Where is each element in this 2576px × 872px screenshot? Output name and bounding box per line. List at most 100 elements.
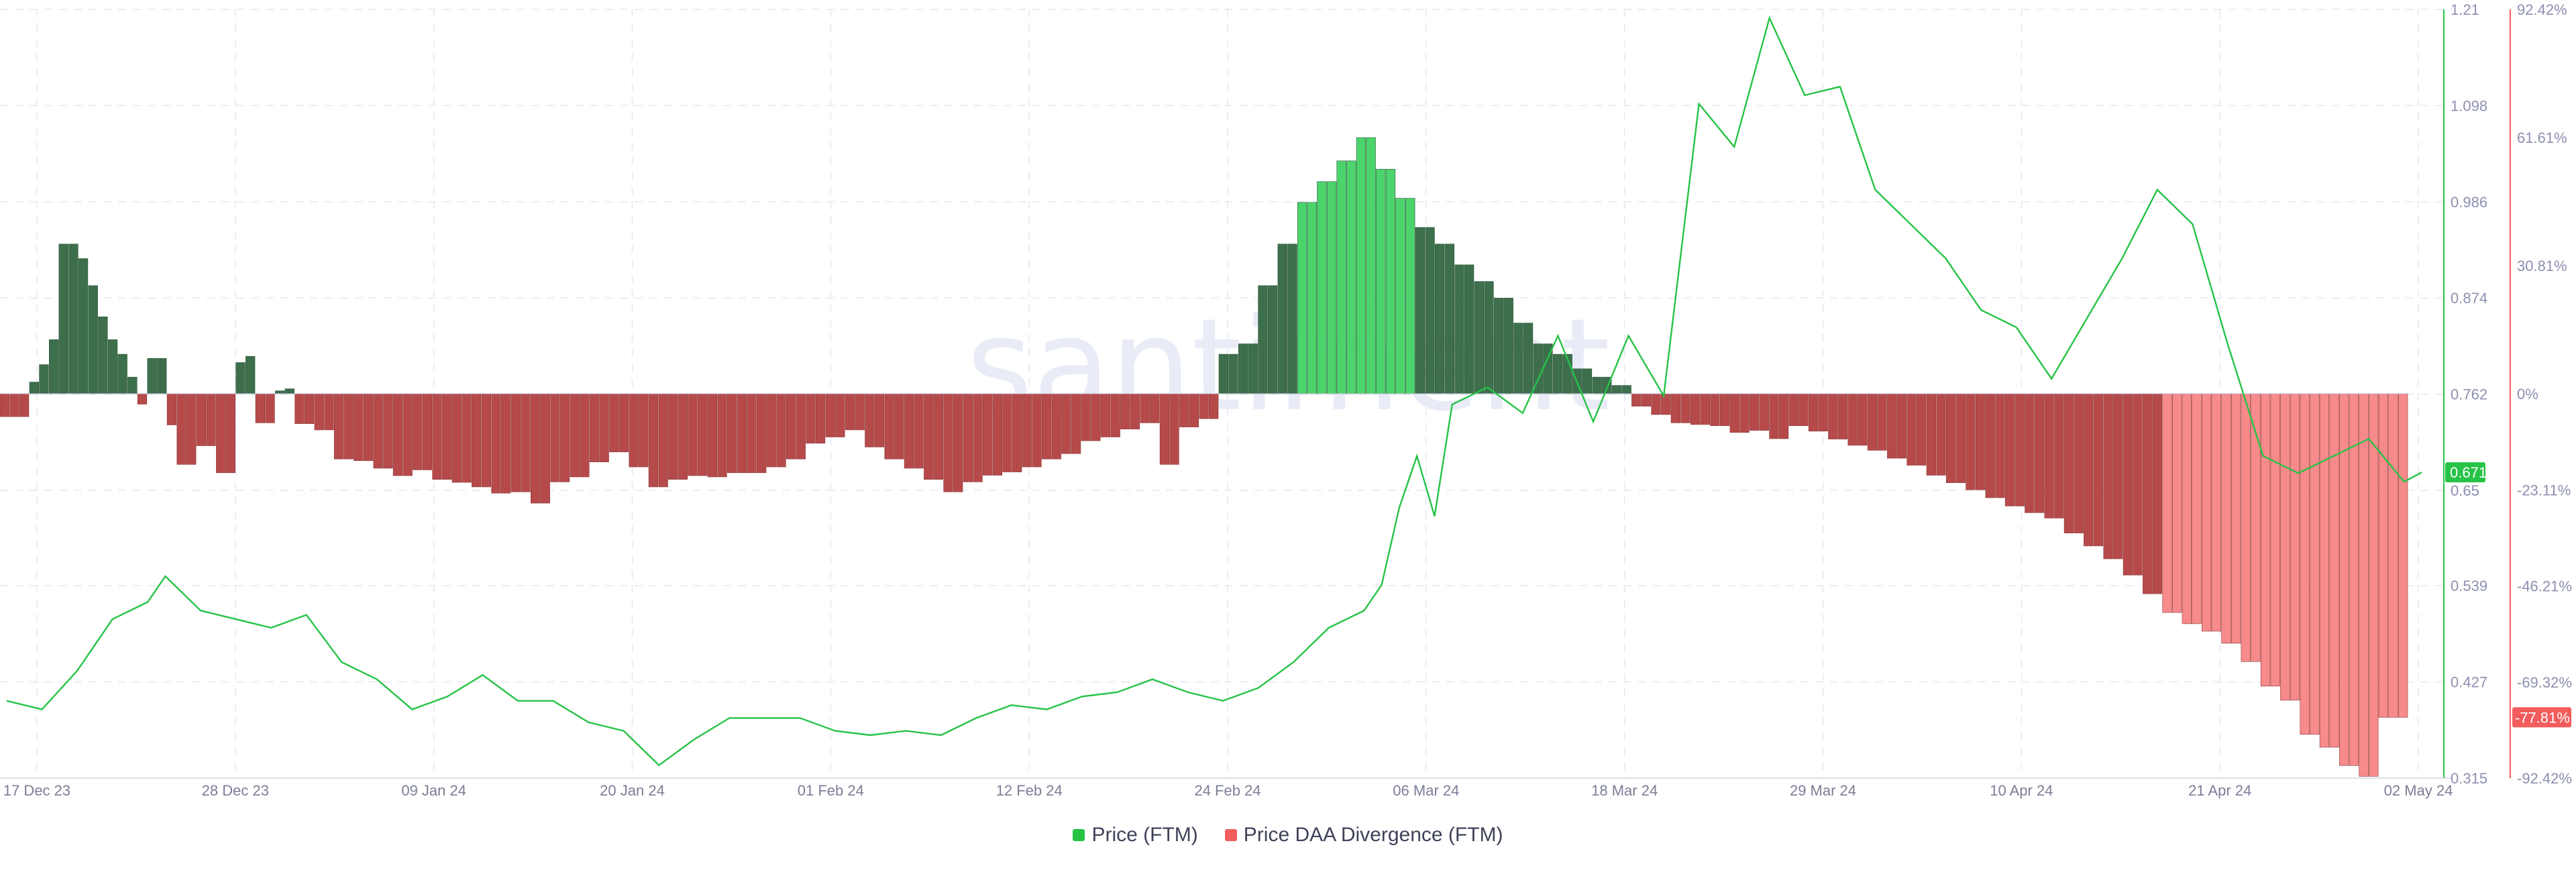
divergence-bar	[1749, 393, 1760, 431]
divergence-bar	[1307, 202, 1317, 394]
divergence-bar	[2074, 393, 2084, 533]
price-tick-label: 0.986	[2451, 194, 2487, 211]
divergence-badge-label: -77.81%	[2515, 709, 2570, 726]
divergence-bar	[413, 393, 423, 470]
divergence-bar	[963, 393, 973, 482]
divergence-bar	[471, 393, 482, 488]
divergence-bar	[2025, 393, 2035, 513]
divergence-bar	[688, 393, 698, 476]
divergence-bar	[2054, 393, 2064, 519]
date-tick-label: 17 Dec 23	[3, 782, 70, 799]
divergence-chart: .santiment 1.211.0980.9860.8740.7620.650…	[0, 1, 2572, 799]
divergence-bar	[629, 393, 639, 468]
divergence-bar	[1710, 393, 1720, 427]
divergence-bar	[2034, 393, 2045, 513]
divergence-bar	[776, 393, 786, 468]
divergence-bar	[521, 393, 531, 492]
divergence-bar	[1729, 393, 1739, 433]
divergence-bar	[2300, 393, 2310, 735]
divergence-bar	[2290, 393, 2300, 701]
divergence-bar	[49, 339, 59, 394]
divergence-bar	[835, 393, 845, 437]
divergence-bar	[2241, 393, 2251, 662]
divergence-bar	[1258, 285, 1268, 394]
divergence-tick-label: -23.11%	[2517, 482, 2571, 498]
divergence-bar	[1670, 393, 1680, 423]
divergence-bar	[1425, 227, 1435, 394]
legend-item-divergence[interactable]: Price DAA Divergence (FTM)	[1224, 824, 1503, 847]
divergence-bar	[235, 362, 246, 394]
divergence-bar	[1248, 343, 1258, 394]
divergence-bar	[2044, 393, 2054, 519]
divergence-bar	[1376, 168, 1386, 394]
divergence-bar	[1739, 393, 1750, 433]
divergence-bar	[1611, 385, 1622, 394]
price-tick-label: 0.539	[2451, 578, 2487, 594]
divergence-axis-labels: 92.42% 61.61% 30.81% 0% -23.11% -46.21% -69.32…	[2517, 1, 2572, 787]
divergence-bar	[1415, 227, 1425, 394]
divergence-bar	[1828, 393, 1838, 439]
divergence-bar	[255, 393, 265, 423]
divergence-bar	[757, 393, 767, 474]
divergence-bar	[1808, 393, 1819, 432]
divergence-bar	[727, 393, 737, 474]
divergence-bar	[1218, 353, 1228, 394]
divergence-bar	[570, 393, 580, 478]
divergence-bar	[1435, 243, 1445, 394]
date-tick-label: 29 Mar 24	[1790, 782, 1856, 799]
divergence-bar	[1169, 393, 1179, 465]
divergence-tick-label: 0%	[2517, 386, 2538, 402]
divergence-bar	[1032, 393, 1042, 468]
price-tick-label: 0.762	[2451, 386, 2487, 403]
divergence-bar	[1189, 393, 1199, 427]
divergence-bar	[1336, 160, 1346, 394]
divergence-bar	[127, 376, 138, 394]
divergence-bar	[324, 393, 334, 431]
divergence-bar	[245, 356, 256, 394]
legend-item-price[interactable]: Price (FTM)	[1073, 824, 1198, 847]
divergence-bar	[1297, 202, 1307, 394]
divergence-bar	[786, 393, 796, 459]
divergence-bars	[0, 137, 2408, 777]
divergence-bar	[2398, 393, 2408, 718]
divergence-bar	[580, 393, 590, 478]
price-tick-label: 1.098	[2451, 97, 2487, 114]
divergence-bar	[1140, 393, 1150, 423]
date-tick-label: 20 Jan 24	[600, 782, 665, 799]
divergence-tick-label: -92.42%	[2517, 770, 2572, 787]
divergence-bar	[354, 393, 364, 461]
date-axis-labels: 17 Dec 23 28 Dec 23 09 Jan 24 20 Jan 24 01 F…	[3, 782, 2453, 799]
divergence-bar	[314, 393, 324, 431]
divergence-bar	[333, 393, 344, 459]
divergence-bar	[2378, 393, 2388, 718]
date-tick-label: 21 Apr 24	[2188, 782, 2251, 799]
divergence-bar	[392, 393, 403, 476]
divergence-bar	[39, 364, 49, 394]
divergence-bar	[943, 393, 953, 492]
divergence-bar	[766, 393, 776, 468]
divergence-bar	[462, 393, 472, 483]
divergence-bar	[1267, 285, 1278, 394]
divergence-bar	[9, 393, 19, 417]
divergence-bar	[1444, 243, 1454, 394]
divergence-bar	[1474, 281, 1484, 394]
divergence-bar	[1858, 393, 1868, 446]
divergence-bar	[540, 393, 550, 504]
divergence-bar	[1661, 393, 1671, 415]
divergence-bar	[1837, 393, 1848, 439]
divergence-bar	[68, 243, 78, 394]
date-tick-label: 18 Mar 24	[1591, 782, 1658, 799]
divergence-bar	[1277, 243, 1287, 394]
divergence-bar	[1680, 393, 1690, 423]
divergence-bar	[2202, 393, 2212, 632]
divergence-bar	[1484, 281, 1494, 394]
divergence-bar	[973, 393, 983, 482]
divergence-bar	[442, 393, 452, 480]
divergence-bar	[1631, 393, 1642, 406]
divergence-bar	[992, 393, 1002, 476]
divergence-bar	[1788, 393, 1799, 427]
divergence-bar	[1346, 160, 1356, 394]
divergence-bar	[1621, 385, 1631, 394]
date-tick-label: 01 Feb 24	[798, 782, 864, 799]
divergence-bar	[1159, 393, 1170, 465]
